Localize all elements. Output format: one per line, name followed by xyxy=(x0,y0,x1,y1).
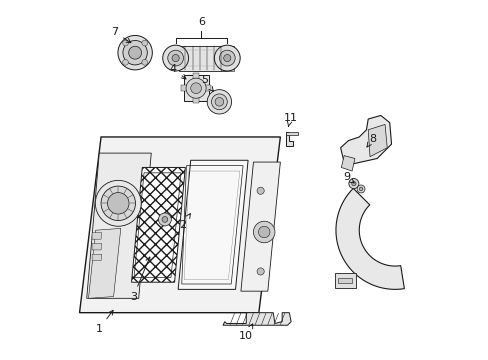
Polygon shape xyxy=(88,228,121,298)
Circle shape xyxy=(162,217,167,222)
Polygon shape xyxy=(204,85,210,91)
Circle shape xyxy=(128,46,142,59)
Circle shape xyxy=(257,268,264,275)
Circle shape xyxy=(122,41,147,65)
Polygon shape xyxy=(221,66,233,71)
Circle shape xyxy=(185,78,206,98)
Circle shape xyxy=(122,59,128,65)
Circle shape xyxy=(215,98,223,106)
Polygon shape xyxy=(340,116,391,166)
Polygon shape xyxy=(341,156,354,171)
Circle shape xyxy=(356,185,364,193)
Circle shape xyxy=(95,180,141,226)
Polygon shape xyxy=(335,188,404,289)
Circle shape xyxy=(219,50,235,66)
Polygon shape xyxy=(367,125,386,157)
Polygon shape xyxy=(337,278,351,283)
Circle shape xyxy=(351,181,355,186)
Circle shape xyxy=(101,186,135,221)
Polygon shape xyxy=(131,167,185,282)
Polygon shape xyxy=(241,162,280,291)
Circle shape xyxy=(359,187,362,191)
Circle shape xyxy=(142,59,147,65)
Text: 3: 3 xyxy=(130,257,150,302)
Circle shape xyxy=(348,179,358,189)
Circle shape xyxy=(190,83,201,94)
Polygon shape xyxy=(92,254,102,261)
Circle shape xyxy=(167,50,183,66)
Text: 6: 6 xyxy=(198,17,204,27)
Circle shape xyxy=(223,54,230,62)
Circle shape xyxy=(253,221,274,243)
Polygon shape xyxy=(223,313,290,325)
Circle shape xyxy=(107,193,129,214)
Text: 5: 5 xyxy=(201,75,213,91)
Polygon shape xyxy=(92,233,102,239)
Polygon shape xyxy=(334,273,355,288)
Polygon shape xyxy=(285,132,292,146)
Polygon shape xyxy=(80,137,280,313)
Text: 8: 8 xyxy=(366,134,376,147)
Polygon shape xyxy=(118,36,152,70)
Text: 10: 10 xyxy=(239,324,253,341)
Text: 9: 9 xyxy=(343,172,353,183)
Circle shape xyxy=(257,187,264,194)
Text: 7: 7 xyxy=(111,27,131,43)
Polygon shape xyxy=(193,73,199,79)
Polygon shape xyxy=(193,97,199,103)
Polygon shape xyxy=(221,45,233,50)
Circle shape xyxy=(214,45,240,71)
Circle shape xyxy=(258,226,269,238)
Circle shape xyxy=(207,90,231,114)
Circle shape xyxy=(211,94,227,110)
Circle shape xyxy=(142,40,147,46)
Circle shape xyxy=(172,54,179,62)
Polygon shape xyxy=(178,160,247,289)
Polygon shape xyxy=(86,153,151,298)
Polygon shape xyxy=(92,243,102,250)
Polygon shape xyxy=(178,45,226,71)
Text: 4: 4 xyxy=(170,64,185,79)
Text: 1: 1 xyxy=(96,310,113,334)
Text: 2: 2 xyxy=(179,213,190,230)
Polygon shape xyxy=(183,75,208,101)
Circle shape xyxy=(158,213,171,226)
Text: 11: 11 xyxy=(283,113,297,126)
Circle shape xyxy=(122,40,128,46)
Circle shape xyxy=(163,45,188,71)
Polygon shape xyxy=(285,132,298,135)
Polygon shape xyxy=(181,85,187,91)
